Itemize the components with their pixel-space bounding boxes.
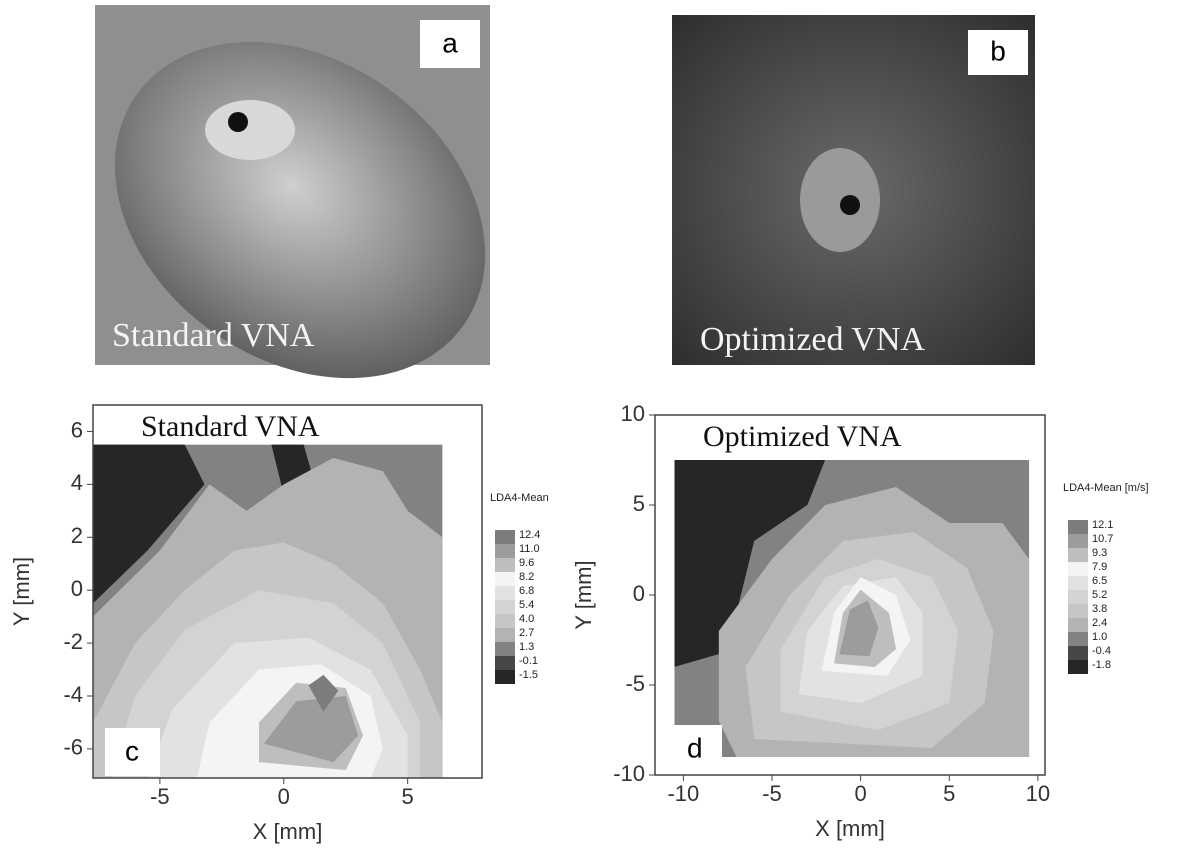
colorbar-title: LDA4-Mean: [490, 492, 549, 504]
x-axis-label: X [mm]: [253, 819, 323, 844]
colorbar-label: 1.0: [1092, 631, 1107, 643]
y-tick-label: -2: [63, 629, 83, 654]
colorbar-label: 3.8: [1092, 603, 1107, 615]
y-tick-label: 6: [71, 417, 83, 442]
y-axis-label: Y [mm]: [571, 560, 596, 629]
colorbar-label: 12.4: [519, 529, 540, 541]
x-tick-label: 0: [855, 781, 867, 806]
colorbar-label: -1.8: [1092, 659, 1111, 671]
colorbar-swatch: [495, 614, 515, 628]
x-tick-label: -5: [150, 784, 170, 809]
colorbar-label: 10.7: [1092, 533, 1113, 545]
colorbar-swatch: [1068, 646, 1088, 660]
x-tick-label: 5: [943, 781, 955, 806]
figure: a Standard VNA b Optimized VNA -5 0 5 -6 -4 -…: [0, 0, 1180, 849]
x-axis-label: X [mm]: [815, 816, 885, 841]
colorbar-label: 11.0: [519, 543, 540, 555]
colorbar-label: 6.8: [519, 585, 534, 597]
photo-b: b Optimized VNA: [672, 15, 1035, 365]
colorbar-label: 4.0: [519, 613, 534, 625]
colorbar-label: 5.2: [1092, 589, 1107, 601]
photo-label: a: [442, 27, 458, 58]
x-tick-label: -5: [762, 781, 782, 806]
photo-caption: Standard VNA: [112, 317, 315, 354]
colorbar-swatch: [1068, 576, 1088, 590]
photo-a: a Standard VNA: [50, 0, 550, 448]
y-tick-label: 5: [633, 491, 645, 516]
colorbar-swatch: [495, 670, 515, 684]
colorbar-label: 6.5: [1092, 575, 1107, 587]
colorbar-swatch: [1068, 660, 1088, 674]
y-tick-label: -4: [63, 682, 83, 707]
y-tick-label: -6: [63, 735, 83, 760]
y-tick-label: -5: [625, 671, 645, 696]
colorbar-label: 7.9: [1092, 561, 1107, 573]
colorbar-swatch: [1068, 520, 1088, 534]
colorbar-swatch: [495, 642, 515, 656]
colorbar-label: 9.6: [519, 557, 534, 569]
colorbar-label: 2.7: [519, 627, 534, 639]
colorbar-label: -0.1: [519, 655, 538, 667]
colorbar-swatch: [1068, 632, 1088, 646]
chart-title: Optimized VNA: [703, 420, 902, 453]
colorbar-swatch: [495, 544, 515, 558]
colorbar-swatch: [495, 600, 515, 614]
y-tick-label: 0: [633, 581, 645, 606]
colorbar-swatch: [1068, 618, 1088, 632]
colorbar-swatch: [1068, 534, 1088, 548]
y-axis-label: Y [mm]: [9, 557, 34, 626]
colorbar-swatch: [495, 656, 515, 670]
x-tick-label: 10: [1026, 781, 1050, 806]
y-tick-label: 0: [71, 576, 83, 601]
colorbar-label: -0.4: [1092, 645, 1111, 657]
colorbar-swatch: [495, 628, 515, 642]
panel-label: d: [687, 732, 703, 763]
colorbar-label: 2.4: [1092, 617, 1107, 629]
x-tick-label: 5: [402, 784, 414, 809]
photo-label: b: [990, 35, 1006, 66]
colorbar-swatch: [495, 558, 515, 572]
x-tick-label: 0: [278, 784, 290, 809]
colorbar-swatch: [1068, 590, 1088, 604]
colorbar-label: 12.1: [1092, 519, 1113, 531]
colorbar-swatch: [1068, 604, 1088, 618]
panel-label: c: [125, 735, 139, 766]
y-tick-label: 10: [621, 401, 645, 426]
colorbar-swatch: [1068, 562, 1088, 576]
x-tick-label: -10: [667, 781, 699, 806]
photo-caption: Optimized VNA: [700, 321, 926, 358]
colorbar-label: -1.5: [519, 669, 538, 681]
colorbar-swatch: [495, 586, 515, 600]
colorbar-swatch: [495, 530, 515, 544]
colorbar-swatch: [495, 572, 515, 586]
chart-title: Standard VNA: [141, 410, 320, 443]
colorbar-label: 5.4: [519, 599, 534, 611]
y-tick-label: 2: [71, 523, 83, 548]
y-tick-label: 4: [71, 470, 83, 495]
colorbar-label: 8.2: [519, 571, 534, 583]
colorbar-label: 1.3: [519, 641, 534, 653]
colorbar-label: 9.3: [1092, 547, 1107, 559]
colorbar-swatch: [1068, 548, 1088, 562]
y-tick-label: -10: [613, 761, 645, 786]
colorbar-title: LDA4-Mean [m/s]: [1063, 482, 1149, 494]
